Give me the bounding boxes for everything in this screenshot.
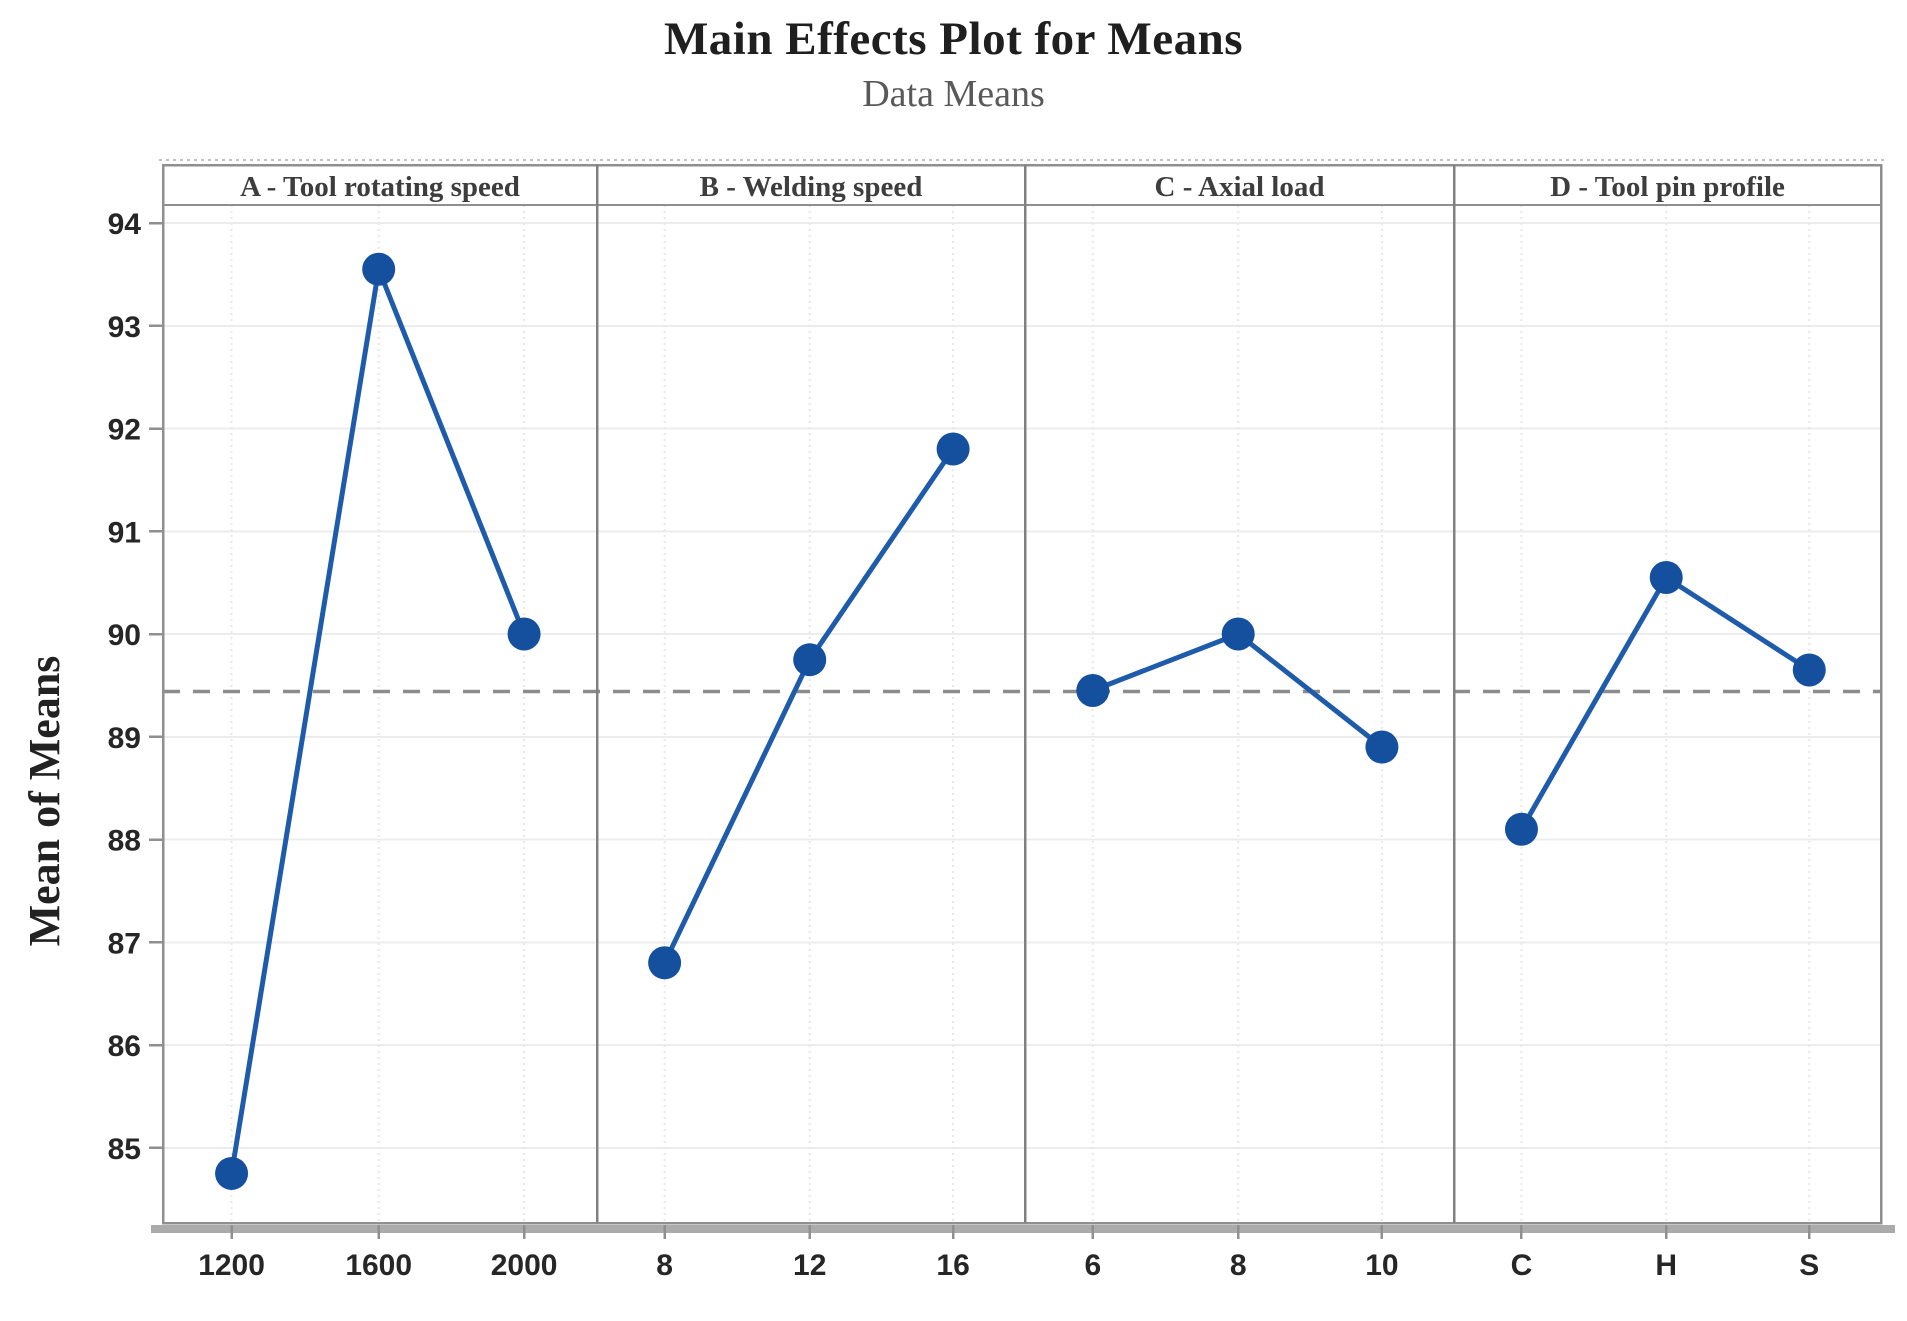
data-point [1792,653,1826,687]
data-point [507,617,541,651]
x-tick-label: 12 [793,1249,826,1282]
x-tick-label: 8 [656,1249,673,1282]
x-tick-label: C [1511,1249,1533,1282]
panel-header-label: A - Tool rotating speed [240,171,520,203]
y-tick-label: 91 [108,516,141,549]
x-tick-label: 8 [1230,1249,1247,1282]
chart-title: Main Effects Plot for Means [663,13,1244,65]
data-point [1221,617,1255,651]
panel-header-label: D - Tool pin profile [1550,171,1785,203]
y-tick-label: 86 [108,1030,141,1063]
x-tick-label: 1600 [345,1249,412,1282]
x-tick-label: 1200 [198,1249,265,1282]
panel-header-label: B - Welding speed [700,171,923,203]
data-point [215,1156,249,1190]
data-point [1504,812,1538,846]
panel-header-label: C - Axial load [1155,171,1325,203]
data-point [1649,560,1683,594]
y-tick-label: 87 [108,927,141,960]
chart-subtitle: Data Means [862,73,1045,115]
data-point [936,432,970,466]
y-tick-label: 92 [108,414,141,447]
data-point [1365,730,1399,764]
data-point [793,643,827,677]
data-point [1076,674,1110,708]
y-tick-label: 85 [108,1133,141,1166]
data-point [362,252,396,286]
x-tick-label: 16 [936,1249,969,1282]
x-tick-label: H [1655,1249,1677,1282]
x-tick-label: 2000 [491,1249,558,1282]
y-tick-label: 89 [108,722,141,755]
series-line [662,446,956,966]
x-tick-label: S [1799,1249,1819,1282]
x-tick-label: 10 [1365,1249,1398,1282]
y-tick-label: 94 [108,208,142,241]
plot-frame-border [161,163,1883,1225]
x-tick-label: 6 [1084,1249,1101,1282]
data-point [648,946,682,980]
x-axis-line [151,1225,1895,1233]
y-axis-title: Mean of Means [20,655,69,947]
y-tick-label: 88 [108,825,141,858]
y-tick-label: 93 [108,311,141,344]
y-tick-label: 90 [108,619,141,652]
